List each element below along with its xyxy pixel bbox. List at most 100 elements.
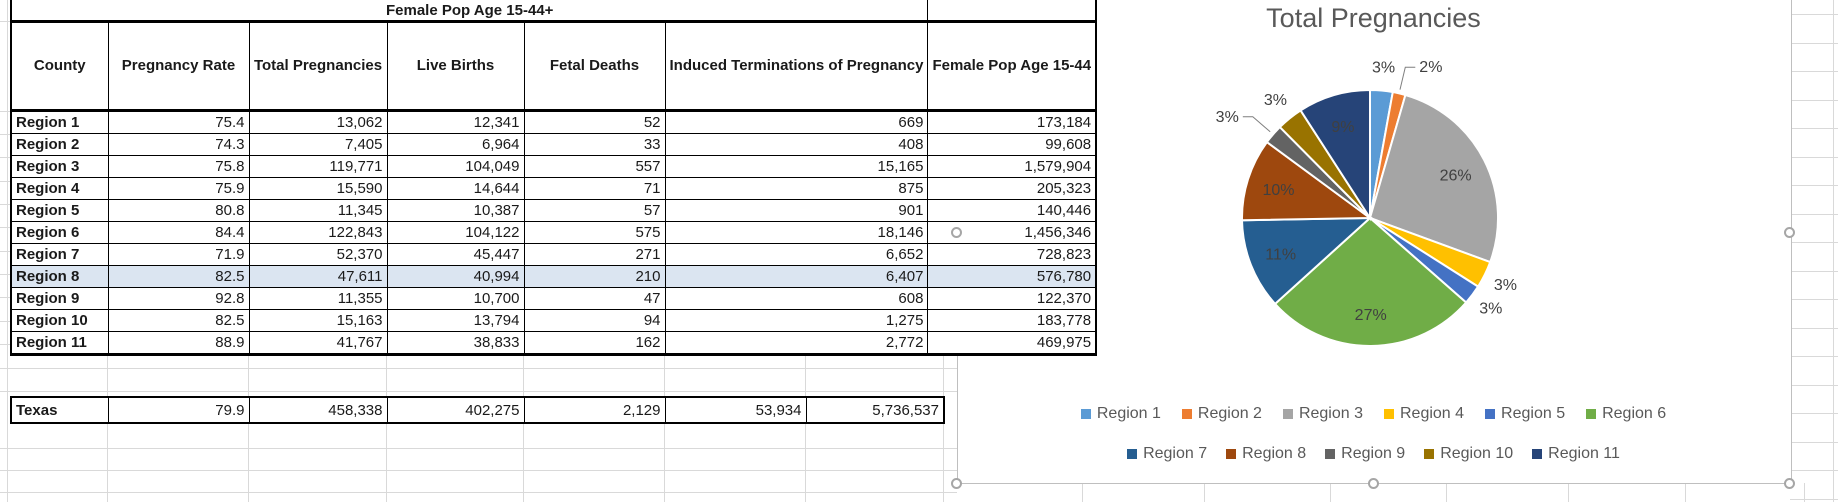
county-cell[interactable]: Region 11 <box>10 331 109 356</box>
gridline <box>1790 470 1838 471</box>
value-cell[interactable]: 122,843 <box>248 221 388 244</box>
value-cell[interactable]: 11,345 <box>248 199 388 222</box>
column-header-1[interactable]: Pregnancy Rate <box>107 21 250 112</box>
gridline <box>1330 483 1331 502</box>
legend-swatch-icon <box>1181 409 1192 419</box>
legend-item-region-9[interactable]: Region 9 <box>1325 445 1405 463</box>
legend-swatch-icon <box>1424 449 1435 459</box>
gridline <box>1568 483 1569 502</box>
value-cell[interactable]: 162 <box>523 331 666 356</box>
legend-item-region-11[interactable]: Region 11 <box>1532 445 1620 463</box>
value-cell[interactable]: 92.8 <box>107 287 250 310</box>
legend-item-region-1[interactable]: Region 1 <box>1080 405 1161 423</box>
value-cell[interactable]: 557 <box>523 155 666 178</box>
value-cell[interactable]: 75.9 <box>107 177 250 200</box>
chart-title[interactable]: Total Pregnancies <box>1266 3 1481 33</box>
chart-resize-handle-bottom-right[interactable] <box>1784 478 1795 489</box>
totals-label-cell[interactable]: Texas <box>10 396 109 424</box>
legend-item-region-7[interactable]: Region 7 <box>1127 445 1207 463</box>
legend-swatch-icon <box>1532 449 1543 459</box>
column-header-4[interactable]: Fetal Deaths <box>523 21 666 112</box>
table-row: Region 11 88.9 41,767 38,833 162 2,772 469,975 <box>10 331 1097 356</box>
value-cell[interactable]: 173,184 <box>927 110 1097 134</box>
value-cell[interactable]: 6,407 <box>664 265 929 288</box>
value-cell[interactable]: 13,794 <box>386 309 525 332</box>
legend-item-region-10[interactable]: Region 10 <box>1424 445 1513 463</box>
legend-item-region-8[interactable]: Region 8 <box>1226 445 1306 463</box>
table-title-cell[interactable]: Female Pop Age 15-44+ <box>10 0 929 23</box>
texas-totals-table: Texas 79.9 458,338 402,275 2,129 53,934 5,736,… <box>10 396 945 424</box>
totals-value-cell[interactable]: 5,736,537 <box>805 396 945 424</box>
pie-slice-region-6[interactable] <box>1273 216 1468 347</box>
value-cell[interactable]: 140,446 <box>927 199 1097 222</box>
value-cell[interactable]: 41,767 <box>248 331 388 356</box>
value-cell[interactable]: 104,122 <box>386 221 525 244</box>
column-header-0[interactable]: County <box>10 21 109 112</box>
value-cell[interactable]: 576,780 <box>927 265 1097 288</box>
value-cell[interactable]: 47,611 <box>248 265 388 288</box>
totals-value-cell[interactable]: 2,129 <box>523 396 666 424</box>
chart-resize-handle-left[interactable] <box>951 227 962 238</box>
county-cell[interactable]: Region 1 <box>10 110 109 134</box>
value-cell[interactable]: 669 <box>664 110 929 134</box>
value-cell[interactable]: 2,772 <box>664 331 929 356</box>
pie-slice-region-7[interactable] <box>1240 216 1373 306</box>
data-label: 27% <box>1355 307 1387 324</box>
legend-item-region-2[interactable]: Region 2 <box>1181 405 1262 423</box>
value-cell[interactable]: 7,405 <box>248 133 388 156</box>
gridline <box>1790 128 1838 129</box>
gridline <box>1790 328 1838 329</box>
value-cell[interactable]: 1,456,346 <box>927 221 1097 244</box>
county-cell[interactable]: Region 10 <box>10 309 109 332</box>
value-cell[interactable]: 88.9 <box>107 331 250 356</box>
county-cell[interactable]: Region 7 <box>10 243 109 266</box>
data-label: 3% <box>1264 92 1287 109</box>
value-cell[interactable]: 38,833 <box>386 331 525 356</box>
value-cell[interactable]: 82.5 <box>107 309 250 332</box>
value-cell[interactable]: 469,975 <box>927 331 1097 356</box>
value-cell[interactable]: 122,370 <box>927 287 1097 310</box>
chart-resize-handle-bottom[interactable] <box>1368 478 1379 489</box>
legend-swatch-icon <box>1586 409 1597 419</box>
chart-resize-handle-bottom-left[interactable] <box>951 478 962 489</box>
label-leader-line <box>1399 66 1416 90</box>
chart-resize-handle-right[interactable] <box>1784 227 1795 238</box>
legend-item-region-4[interactable]: Region 4 <box>1384 405 1464 423</box>
legend-item-region-3[interactable]: Region 3 <box>1282 405 1363 423</box>
gridline <box>1204 483 1205 502</box>
pie-slice-region-3[interactable] <box>1368 93 1500 264</box>
table-row: Region 6 84.4 122,843 104,122 575 18,146 1,456… <box>10 221 1097 244</box>
column-header-3[interactable]: Live Births <box>386 21 525 112</box>
pie-slice-region-11[interactable] <box>1299 88 1371 222</box>
column-header-2[interactable]: Total Pregnancies <box>248 21 388 112</box>
legend-swatch-icon <box>1384 409 1394 419</box>
county-cell[interactable]: Region 3 <box>10 155 109 178</box>
gridline <box>1790 14 1838 15</box>
pie-slice-region-8[interactable] <box>1240 140 1373 222</box>
legend-swatch-icon <box>1080 409 1091 419</box>
legend-swatch-icon <box>1226 449 1237 459</box>
data-label: 10% <box>1262 182 1294 199</box>
value-cell[interactable]: 52,370 <box>248 243 388 266</box>
value-cell[interactable]: 82.5 <box>107 265 250 288</box>
column-header-5[interactable]: Induced Terminations of Pregnancy <box>664 21 929 112</box>
value-cell[interactable]: 75.8 <box>107 155 250 178</box>
column-header-6[interactable]: Female Pop Age 15-44 <box>927 21 1097 112</box>
totals-value-cell[interactable]: 53,934 <box>664 396 807 424</box>
gridline <box>1685 483 1686 502</box>
gridline <box>1790 43 1838 44</box>
table-title-side-cell[interactable] <box>927 0 1097 23</box>
legend-swatch-icon <box>1282 409 1293 419</box>
legend-label: Region 10 <box>1440 445 1514 462</box>
legend-item-region-5[interactable]: Region 5 <box>1485 405 1565 423</box>
county-cell[interactable]: Region 5 <box>10 199 109 222</box>
totals-value-cell[interactable]: 79.9 <box>107 396 250 424</box>
value-cell[interactable]: 40,994 <box>386 265 525 288</box>
totals-value-cell[interactable]: 402,275 <box>386 396 525 424</box>
totals-value-cell[interactable]: 458,338 <box>248 396 388 424</box>
legend-item-region-6[interactable]: Region 6 <box>1586 405 1666 423</box>
county-cell[interactable]: Region 2 <box>10 133 109 156</box>
value-cell[interactable]: 11,355 <box>248 287 388 310</box>
pregnancy-data-table: Female Pop Age 15-44+ County Pregnancy Rat… <box>10 0 1098 356</box>
value-cell[interactable]: 104,049 <box>386 155 525 178</box>
